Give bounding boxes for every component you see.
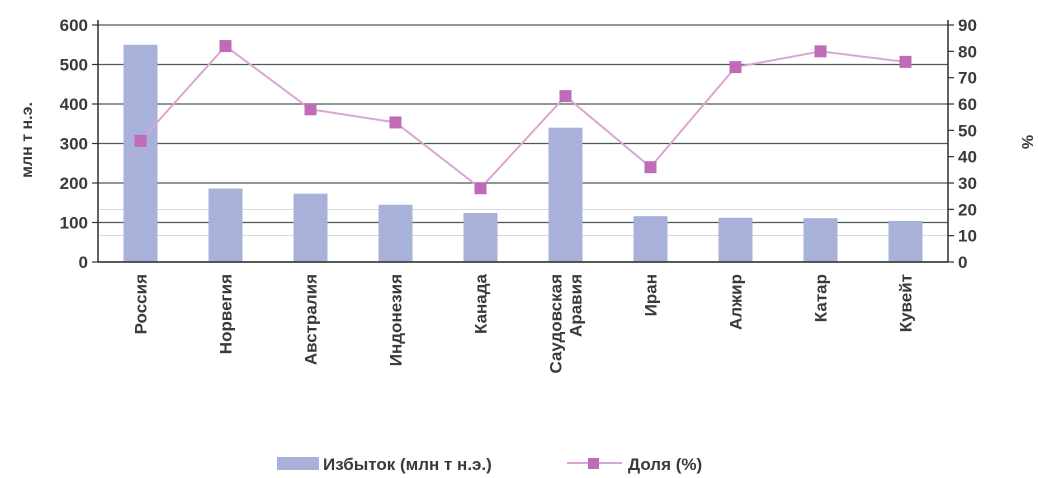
legend-line-label: Доля (%) xyxy=(628,455,702,474)
bar-5 xyxy=(548,127,583,262)
right-tick-label: 90 xyxy=(958,16,977,35)
right-tick-label: 60 xyxy=(958,95,977,114)
bar-2 xyxy=(293,193,328,262)
left-tick-label: 500 xyxy=(60,56,88,75)
category-label-line: Иран xyxy=(642,274,661,316)
right-tick-label: 0 xyxy=(958,253,967,272)
bar-7 xyxy=(718,217,753,262)
share-marker-8 xyxy=(814,45,827,58)
share-marker-5 xyxy=(559,90,572,103)
category-label-0: Россия xyxy=(132,274,151,334)
category-label-6: Иран xyxy=(642,274,661,316)
right-tick-label: 20 xyxy=(958,200,977,219)
category-label-line: Катар xyxy=(812,274,831,322)
category-label-line: Канада xyxy=(472,273,491,334)
category-label-7: Алжир xyxy=(727,274,746,330)
right-tick-label: 80 xyxy=(958,42,977,61)
share-marker-7 xyxy=(729,61,742,74)
category-label-line: Алжир xyxy=(727,274,746,330)
category-label-5: Саудовская Аравия xyxy=(547,274,586,374)
category-label-9: Кувейт xyxy=(897,274,916,332)
right-tick-label: 10 xyxy=(958,227,977,246)
line-series xyxy=(134,40,912,195)
bar-0 xyxy=(123,44,158,262)
category-label-line: Аравия xyxy=(567,274,586,337)
axes xyxy=(97,20,949,263)
bar-9 xyxy=(888,220,923,262)
bar-4 xyxy=(463,213,498,262)
share-marker-9 xyxy=(899,55,912,68)
left-axis-title: млн т н.э. xyxy=(19,102,36,178)
category-label-8: Катар xyxy=(812,274,831,322)
category-label-2: Австралия xyxy=(302,274,321,365)
right-tick-label: 70 xyxy=(958,69,977,88)
legend-bar-label: Избыток (млн т н.э.) xyxy=(323,455,492,474)
right-tick-label: 30 xyxy=(958,174,977,193)
bar-series xyxy=(123,44,923,262)
right-tick-label: 40 xyxy=(958,148,977,167)
left-tick-label: 300 xyxy=(60,135,88,154)
left-axis-ticks: 0 100 200 300 400 500 600 xyxy=(60,16,98,272)
bar-3 xyxy=(378,204,413,262)
category-label-line: Австралия xyxy=(302,274,321,365)
share-marker-4 xyxy=(474,182,487,195)
left-tick-label: 100 xyxy=(60,214,88,233)
left-tick-label: 600 xyxy=(60,16,88,35)
left-tick-label: 200 xyxy=(60,174,88,193)
category-label-4: Канада xyxy=(472,273,491,334)
right-axis-ticks: 0 10 20 30 40 50 60 70 80 90 xyxy=(948,16,977,272)
bar-8 xyxy=(803,218,838,262)
category-label-1: Норвегия xyxy=(217,274,236,354)
left-tick-label: 0 xyxy=(79,253,88,272)
share-marker-3 xyxy=(389,116,402,129)
category-label-line: Россия xyxy=(132,274,151,334)
bar-1 xyxy=(208,188,243,262)
left-tick-label: 400 xyxy=(60,95,88,114)
category-label-3: Индонезия xyxy=(387,274,406,366)
category-label-line: Кувейт xyxy=(897,274,916,332)
share-marker-1 xyxy=(219,40,232,53)
category-labels: Россия Норвегия Австралия Индонезия Канада Са… xyxy=(132,273,916,373)
share-line xyxy=(139,44,906,190)
legend: Избыток (млн т н.э.) Доля (%) xyxy=(277,455,702,474)
category-label-line: Саудовская xyxy=(547,274,566,374)
category-label-line: Индонезия xyxy=(387,274,406,366)
share-marker-2 xyxy=(304,103,317,116)
bar-6 xyxy=(633,216,668,262)
legend-bar-swatch xyxy=(277,457,319,470)
share-marker-0 xyxy=(134,134,147,147)
share-marker-6 xyxy=(644,161,657,174)
right-axis-title: % xyxy=(1018,135,1035,149)
category-label-line: Норвегия xyxy=(217,274,236,354)
legend-line-marker xyxy=(588,458,599,469)
right-tick-label: 50 xyxy=(958,121,977,140)
